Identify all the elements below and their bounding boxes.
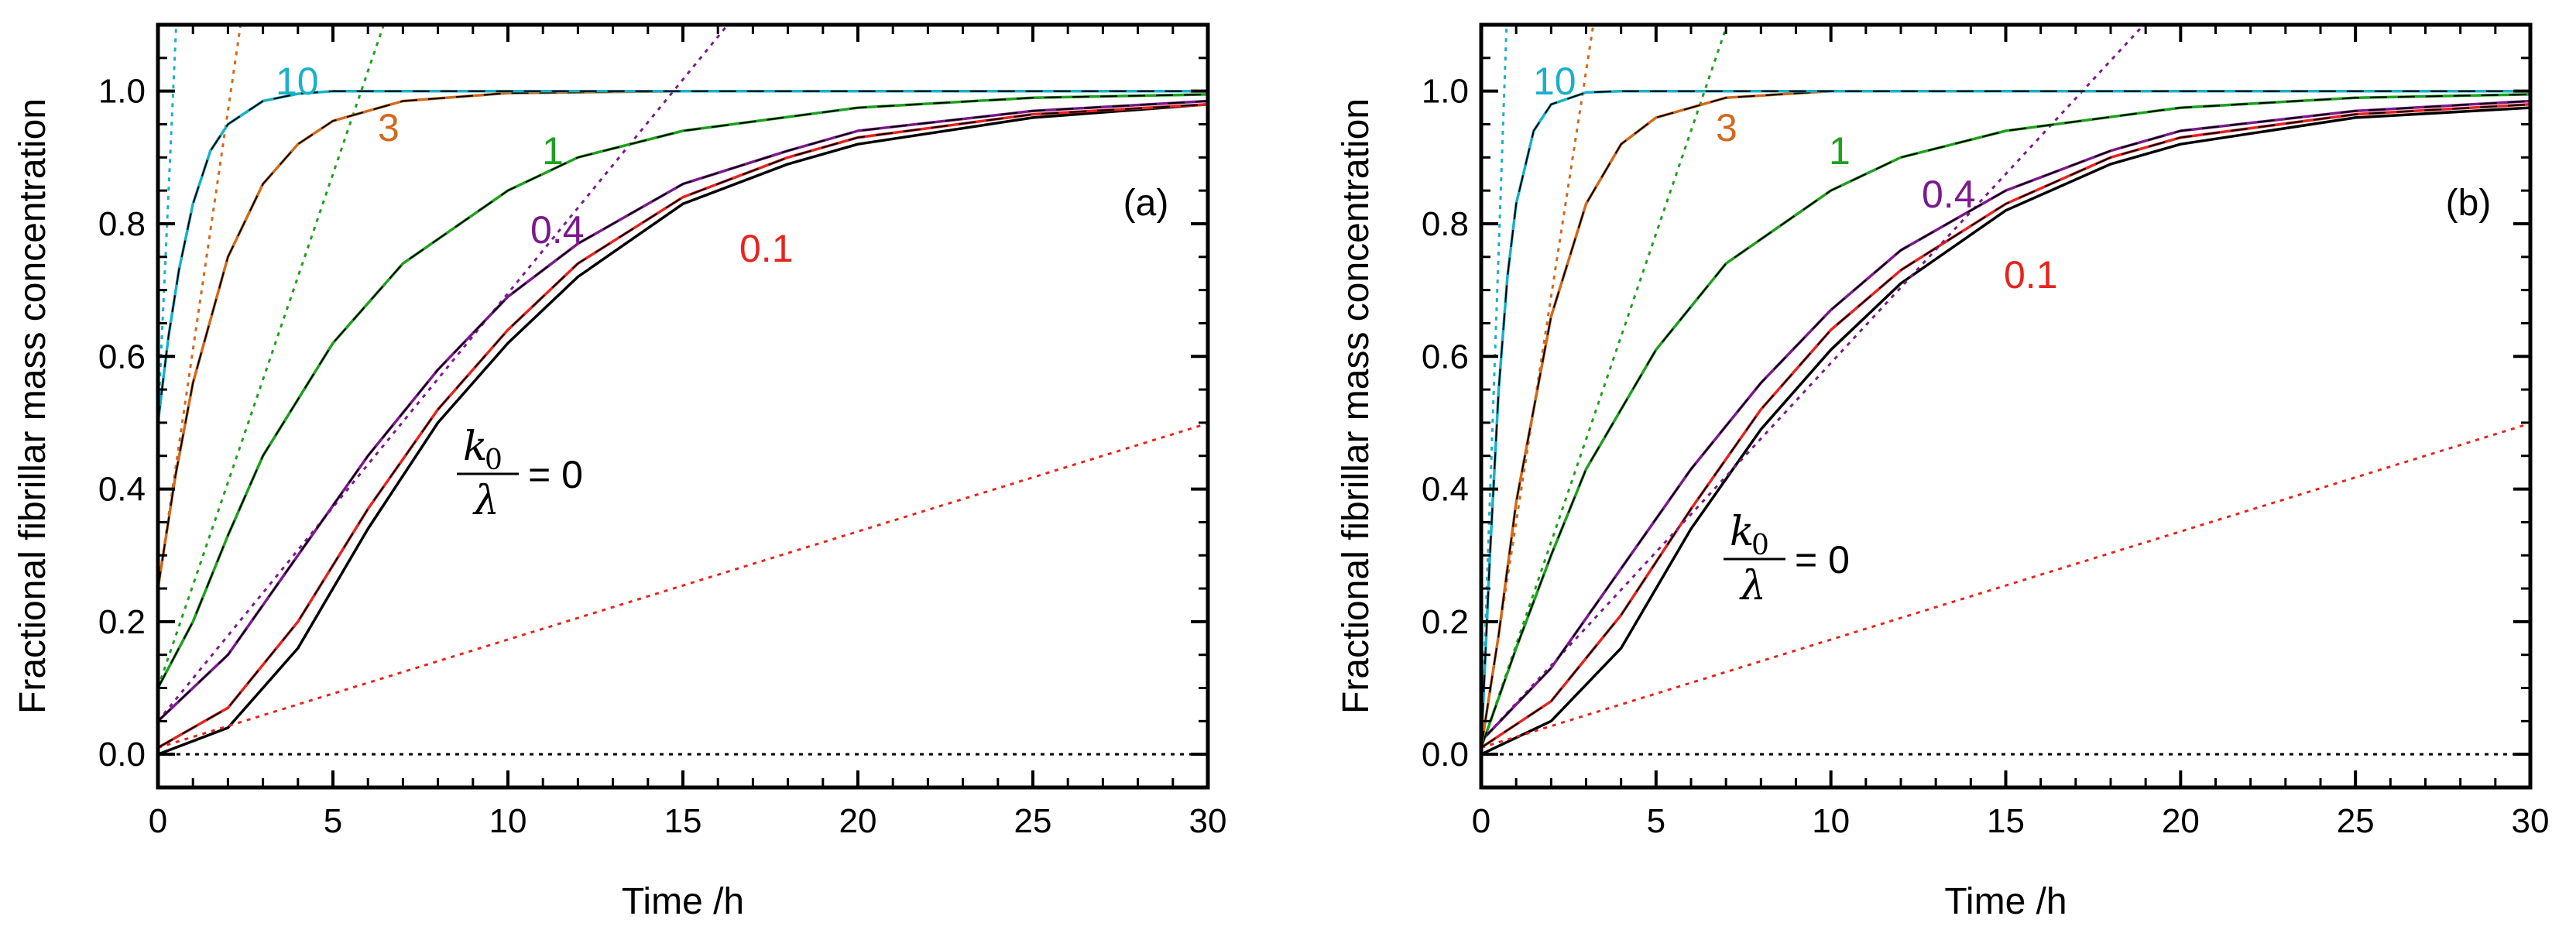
series-curve-0	[1481, 106, 2530, 756]
k0-equals: = 0	[1795, 538, 1850, 581]
series-dashed-overlay-3	[158, 90, 1208, 589]
k0-over-lambda-label: k0λ = 0	[457, 424, 583, 524]
curve-label-0_4: 0.4	[530, 208, 585, 252]
y-tick-label: 0.0	[1422, 736, 1469, 774]
y-tick-label: 0.8	[98, 205, 146, 243]
k0-over-lambda-label: k0λ = 0	[1724, 509, 1850, 609]
y-tick-label: 0.4	[1422, 471, 1469, 509]
tangent-line-0_4	[158, 25, 729, 722]
curve-label-1: 1	[542, 129, 564, 173]
y-axis-title: Fractional fibrillar mass concentration	[12, 98, 53, 714]
series-dashed-overlay-0_4	[1481, 100, 2530, 742]
x-tick-label: 0	[1472, 802, 1490, 840]
series-curve-0_1	[1481, 103, 2530, 750]
y-tick-label: 0.8	[1422, 205, 1469, 243]
series-dashed-overlay-10	[158, 90, 1208, 424]
series-dashed-overlay-3	[1481, 90, 2530, 748]
series-dashed-overlay-10	[1481, 90, 2530, 748]
tangent-line-0_4	[1481, 25, 2145, 743]
series-curve-3	[158, 89, 1208, 590]
plot-frame	[1479, 22, 2533, 790]
series-curve-0_1	[158, 103, 1208, 750]
chart-panel-a: 0.1 0.4 1 3 10 0 5 10 15 20 25 30 0.0 0.2 0.4 0.6 0.8 1.0…	[12, 22, 1227, 922]
curve-label-10: 10	[1533, 60, 1576, 103]
y-tick-label: 0.4	[98, 471, 146, 509]
x-tick-label: 10	[489, 802, 527, 840]
y-tick-label: 0.2	[98, 603, 146, 641]
series-curve-0_4	[1481, 99, 2530, 743]
curve-label-0_4: 0.4	[1922, 173, 1976, 216]
k0-numerator: k	[1730, 509, 1754, 555]
tangent-line-0_1	[1481, 422, 2530, 750]
series-dashed-overlay-0_4	[158, 100, 1208, 722]
y-tick-label: 0.0	[98, 736, 146, 774]
tangent-line-0_1	[158, 422, 1208, 750]
k0-subscript: 0	[485, 444, 503, 476]
y-axis-title: Fractional fibrillar mass concentration	[1336, 98, 1377, 714]
x-tick-label: 10	[1812, 802, 1850, 840]
series-curve-0	[158, 103, 1208, 756]
k0-denominator: λ	[472, 478, 499, 524]
x-tick-label: 25	[1014, 802, 1052, 840]
y-tick-label: 1.0	[1422, 73, 1469, 111]
tangent-line-1	[1481, 25, 1729, 749]
x-tick-label: 30	[2512, 802, 2550, 840]
y-tick-label: 0.6	[98, 338, 146, 376]
curve-label-0_1: 0.1	[739, 227, 794, 270]
curve-label-10: 10	[276, 60, 319, 103]
x-tick-label: 30	[1189, 802, 1227, 840]
x-tick-label: 15	[664, 802, 702, 840]
plot-frame	[156, 22, 1210, 790]
chart-panel-b: 0.1 0.4 1 3 10 0 5 10 15 20 25 30 0.0 0.2 0.4 0.6 0.8 1.0…	[1336, 22, 2550, 922]
x-tick-label: 20	[839, 802, 877, 840]
curve-label-1: 1	[1829, 129, 1851, 173]
k0-equals: = 0	[528, 453, 583, 496]
x-tick-label: 0	[149, 802, 167, 840]
x-tick-label: 5	[1647, 802, 1665, 840]
panel-label: (b)	[2446, 183, 2492, 224]
y-tick-label: 1.0	[98, 73, 146, 111]
series-dashed-overlay-1	[1481, 93, 2530, 748]
series-dashed-overlay-0_1	[158, 103, 1208, 749]
x-axis-title: Time /h	[622, 881, 744, 922]
x-tick-label: 5	[324, 802, 342, 840]
curve-label-3: 3	[378, 106, 400, 149]
k0-subscript: 0	[1751, 530, 1769, 561]
x-axis-title: Time /h	[1944, 881, 2067, 922]
y-tick-label: 0.6	[1422, 338, 1469, 376]
x-tick-label: 15	[1987, 802, 2025, 840]
series-curve-0_4	[158, 99, 1208, 723]
y-tick-label: 0.2	[1422, 603, 1469, 641]
series-dashed-overlay-1	[158, 93, 1208, 688]
k0-numerator: k	[463, 424, 488, 470]
x-tick-label: 20	[2162, 802, 2200, 840]
series-curve-1	[1481, 93, 2530, 750]
curve-label-0_1: 0.1	[2004, 253, 2058, 297]
k0-denominator: λ	[1739, 563, 1766, 609]
series-dashed-overlay-0_1	[1481, 103, 2530, 749]
x-tick-label: 25	[2337, 802, 2375, 840]
curve-label-3: 3	[1716, 106, 1737, 149]
panel-label: (a)	[1123, 183, 1169, 224]
